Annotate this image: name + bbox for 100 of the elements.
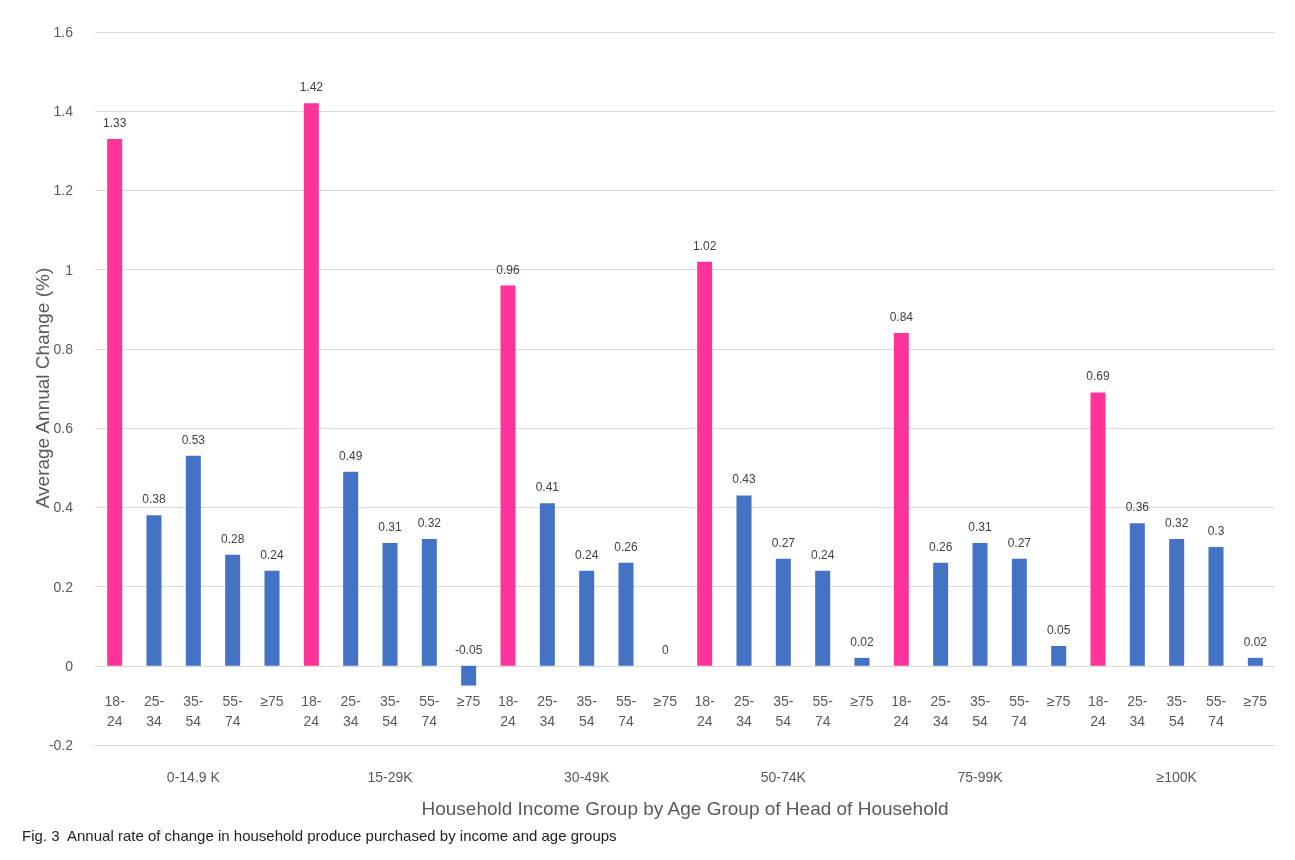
caption: Fig. 3 Annual rate of change in household produce purchased by income and age groups <box>22 827 617 844</box>
y-tick-label: 1.6 <box>53 24 74 40</box>
data-label: 0.24 <box>810 547 835 562</box>
x-tick-label: ≥75 <box>1047 693 1071 709</box>
x-axis-title: Household Income Group by Age Group of Head of Household <box>421 797 949 819</box>
bar <box>893 333 909 666</box>
y-tick-label: 1.2 <box>53 182 74 199</box>
bar <box>1169 539 1185 666</box>
bar <box>107 138 123 666</box>
data-label: 0.26 <box>928 539 953 554</box>
x-tick-label: ≥75 <box>653 693 678 709</box>
x-tick-label: 55- 74 <box>812 693 834 729</box>
x-tick-label: 35- 54 <box>969 693 991 729</box>
bar <box>264 570 280 666</box>
bar <box>1090 392 1106 666</box>
x-tick-label: ≥75 <box>260 693 284 709</box>
x-tick-label: 55- 74 <box>419 693 440 729</box>
bar <box>1129 523 1145 666</box>
x-tick-label: 18- 24 <box>497 693 519 729</box>
x-tick-label: 55- 74 <box>1205 693 1227 729</box>
bar <box>1011 558 1027 666</box>
bar <box>146 515 162 666</box>
bar <box>461 665 477 686</box>
x-tick-label: ≥75 <box>457 693 481 709</box>
data-label: -0.05 <box>454 642 483 657</box>
bar <box>421 539 437 666</box>
bar <box>775 558 791 666</box>
x-tick-label: 55- 74 <box>222 693 244 729</box>
x-tick-label: 18- 24 <box>1087 693 1109 729</box>
data-label: 0.96 <box>496 262 520 277</box>
text: 0-14.9 K <box>166 769 221 785</box>
y-tick-label: 0.8 <box>53 340 74 357</box>
bar <box>1247 657 1263 666</box>
data-label: 0.41 <box>535 480 560 495</box>
x-tick-label: 18- 24 <box>301 693 322 729</box>
x-tick-label: 35- 54 <box>576 693 598 729</box>
y-tick-label: 0.2 <box>53 578 74 595</box>
bar <box>225 554 241 666</box>
text: 75-99K <box>957 769 1004 785</box>
x-tick-label: 18- 24 <box>104 693 126 729</box>
data-label: 0.43 <box>732 472 756 487</box>
x-tick-label: 25- 34 <box>930 693 952 729</box>
text: 15-29K <box>367 769 414 785</box>
text: 30-49K <box>564 769 610 785</box>
data-label: 0.69 <box>1086 369 1110 384</box>
data-label: 0.3 <box>1207 523 1225 538</box>
data-label: 0.24 <box>574 547 599 562</box>
y-tick-label: 0.4 <box>53 499 74 516</box>
bar <box>1051 645 1067 666</box>
bar <box>343 471 359 666</box>
bar <box>500 285 516 666</box>
y-axis-title: Average Annual Change (%) <box>31 267 53 509</box>
data-label: 0.27 <box>771 535 796 550</box>
bar <box>185 455 201 666</box>
x-tick-label: 25- 34 <box>143 693 165 729</box>
bar <box>618 562 634 666</box>
data-label: 0 <box>661 642 669 657</box>
x-tick-label: 35- 54 <box>379 693 401 729</box>
y-tick-label: 0.6 <box>53 420 74 437</box>
x-tick-label: 18- 24 <box>891 693 912 729</box>
data-label: 0.32 <box>1164 516 1189 531</box>
bar <box>303 103 319 666</box>
data-label: 0.53 <box>181 432 206 447</box>
y-tick-label: 1.4 <box>53 103 74 120</box>
y-tick-label: 1 <box>65 261 74 278</box>
bar <box>539 503 555 666</box>
x-tick-label: ≥75 <box>850 693 874 709</box>
data-label: 0.02 <box>850 634 874 649</box>
x-tick-label: 35- 54 <box>773 693 794 729</box>
bar <box>579 570 595 666</box>
data-label: 1.02 <box>692 238 717 253</box>
x-tick-label: 25- 34 <box>537 693 558 729</box>
data-label: 0.24 <box>260 547 284 562</box>
data-label: 0.36 <box>1125 500 1150 515</box>
x-tick-label: 18- 24 <box>694 693 716 729</box>
x-tick-label: 55- 74 <box>1009 693 1030 729</box>
x-tick-label: 35- 54 <box>183 693 204 729</box>
data-label: 0.32 <box>417 516 442 531</box>
x-tick-label: 35- 54 <box>1166 693 1188 729</box>
data-label: 0.28 <box>220 531 245 546</box>
bar <box>697 261 713 666</box>
bar <box>736 495 752 666</box>
data-label: 1.42 <box>299 80 324 95</box>
text: ≥100K <box>1156 769 1198 785</box>
data-label: 0.84 <box>889 310 914 325</box>
bar <box>972 542 988 666</box>
data-label: 1.33 <box>102 115 127 130</box>
data-label: 0.02 <box>1243 634 1268 649</box>
x-tick-label: 25- 34 <box>1127 693 1148 729</box>
x-tick-label: 55- 74 <box>615 693 637 729</box>
x-tick-label: ≥75 <box>1243 693 1268 709</box>
data-label: 0.38 <box>142 492 166 507</box>
bar <box>854 657 870 666</box>
bar <box>1208 546 1224 666</box>
y-tick-label: -0.2 <box>48 737 74 753</box>
text: 50-74K <box>760 769 807 785</box>
y-tick-label: 0 <box>65 657 74 674</box>
data-label: 0.49 <box>338 448 363 463</box>
data-label: 0.31 <box>378 519 402 534</box>
bar <box>815 570 831 666</box>
